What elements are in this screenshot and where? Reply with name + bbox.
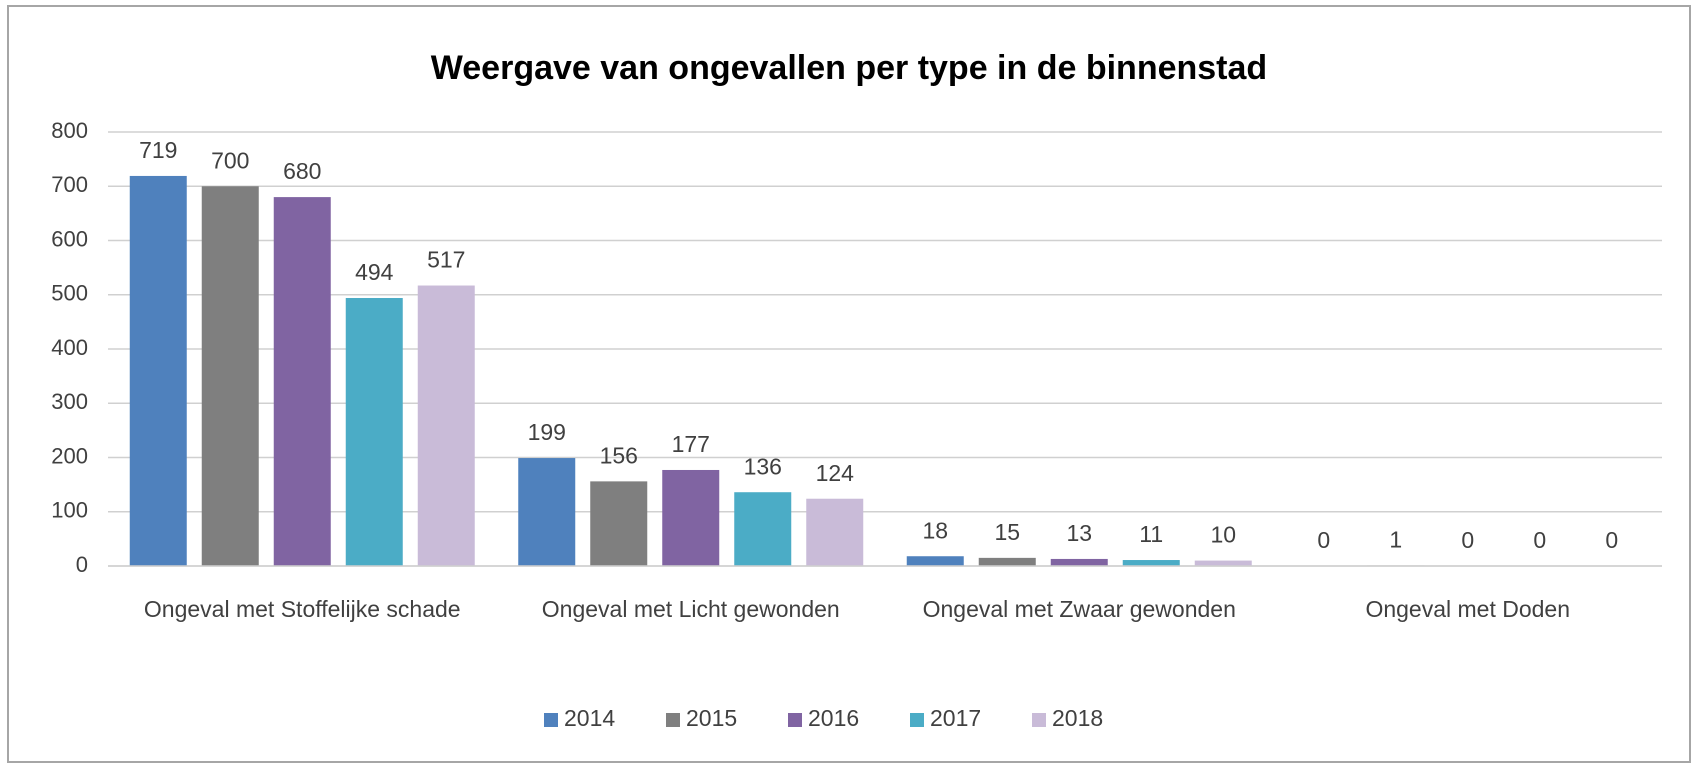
data-label: 719 bbox=[139, 137, 177, 163]
bar bbox=[1194, 560, 1252, 566]
legend-label: 2015 bbox=[686, 705, 737, 731]
legend-swatch bbox=[788, 713, 802, 727]
data-label: 199 bbox=[528, 419, 566, 445]
bar bbox=[1122, 560, 1180, 566]
data-label: 18 bbox=[922, 517, 948, 543]
bar bbox=[590, 481, 648, 566]
bar bbox=[273, 197, 331, 566]
y-tick-label: 700 bbox=[51, 172, 88, 197]
legend-swatch bbox=[1032, 713, 1046, 727]
bar bbox=[129, 175, 187, 566]
data-label: 494 bbox=[355, 259, 394, 285]
data-label: 700 bbox=[211, 147, 249, 173]
bar bbox=[978, 557, 1036, 566]
y-tick-label: 0 bbox=[76, 552, 88, 577]
data-label: 11 bbox=[1139, 521, 1163, 547]
data-label: 0 bbox=[1533, 527, 1546, 553]
x-tick-label: Ongeval met Zwaar gewonden bbox=[922, 596, 1236, 622]
bar bbox=[417, 285, 475, 566]
bar bbox=[345, 298, 403, 566]
legend-swatch bbox=[666, 713, 680, 727]
y-tick-label: 800 bbox=[51, 118, 88, 143]
y-tick-label: 500 bbox=[51, 281, 88, 306]
data-label: 517 bbox=[427, 247, 465, 273]
y-tick-label: 300 bbox=[51, 389, 88, 414]
bar bbox=[1050, 558, 1108, 566]
bar bbox=[906, 556, 964, 566]
legend-label: 2018 bbox=[1052, 705, 1103, 731]
y-tick-label: 600 bbox=[51, 226, 88, 251]
x-tick-label: Ongeval met Stoffelijke schade bbox=[143, 596, 461, 622]
y-tick-label: 200 bbox=[51, 443, 88, 468]
legend-label: 2017 bbox=[930, 705, 981, 731]
y-tick-label: 100 bbox=[51, 498, 88, 523]
chart-title: Weergave van ongevallen per type in de b… bbox=[431, 49, 1267, 87]
data-label: 177 bbox=[672, 431, 710, 457]
data-label: 0 bbox=[1461, 527, 1474, 553]
data-label: 124 bbox=[816, 460, 855, 486]
legend-swatch bbox=[544, 713, 558, 727]
data-label: 1 bbox=[1389, 527, 1402, 553]
bar bbox=[806, 498, 864, 566]
data-label: 136 bbox=[744, 453, 782, 479]
bar bbox=[734, 492, 792, 566]
y-tick-label: 400 bbox=[51, 335, 88, 360]
data-label: 680 bbox=[283, 158, 321, 184]
bar bbox=[518, 458, 576, 566]
data-label: 156 bbox=[600, 442, 638, 468]
data-label: 13 bbox=[1066, 520, 1092, 546]
x-tick-label: Ongeval met Doden bbox=[1365, 596, 1571, 622]
data-label: 10 bbox=[1210, 522, 1236, 548]
legend-label: 2016 bbox=[808, 705, 859, 731]
legend-label: 2014 bbox=[564, 705, 615, 731]
bar bbox=[662, 469, 720, 566]
chart-frame bbox=[7, 5, 1691, 763]
data-label: 0 bbox=[1317, 527, 1330, 553]
data-label: 0 bbox=[1605, 527, 1618, 553]
bar bbox=[201, 186, 259, 566]
legend-swatch bbox=[910, 713, 924, 727]
x-tick-label: Ongeval met Licht gewonden bbox=[541, 596, 840, 622]
data-label: 15 bbox=[994, 519, 1020, 545]
